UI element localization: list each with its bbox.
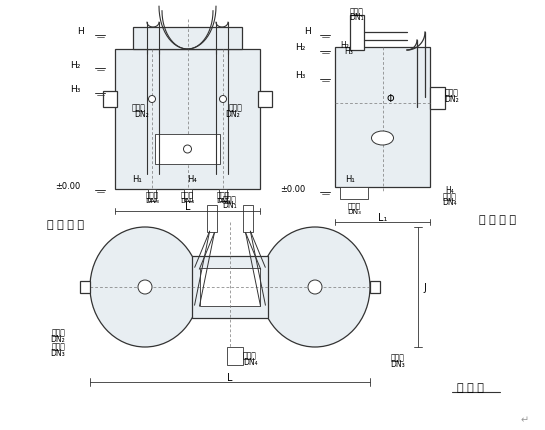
Bar [133, 28, 242, 50]
Text: H₄: H₄ [446, 186, 455, 195]
Text: 排水管: 排水管 [443, 192, 457, 201]
Text: DN₂: DN₂ [50, 335, 65, 344]
Circle shape [184, 146, 191, 154]
Text: 进水管: 进水管 [223, 195, 237, 204]
Text: DN₃: DN₃ [216, 197, 230, 203]
Bar [243, 206, 253, 233]
Bar [340, 187, 368, 200]
Text: 侧 立 面 图: 侧 立 面 图 [479, 215, 516, 224]
Bar [258, 92, 272, 108]
Text: H: H [77, 28, 83, 37]
Text: H₂: H₂ [70, 60, 80, 69]
Circle shape [308, 280, 322, 294]
Text: 放空管: 放空管 [146, 191, 159, 198]
Circle shape [148, 96, 155, 103]
Text: 放空管: 放空管 [348, 202, 361, 209]
Text: DN₄: DN₄ [243, 358, 258, 367]
Text: J: J [423, 283, 426, 292]
Text: DN₁: DN₁ [350, 13, 364, 22]
Text: DN₂: DN₂ [445, 95, 459, 104]
Ellipse shape [260, 227, 370, 347]
Text: L₁: L₁ [378, 212, 387, 222]
Text: 放空管: 放空管 [51, 342, 65, 351]
Bar [207, 206, 217, 233]
Circle shape [138, 280, 152, 294]
Circle shape [220, 96, 227, 103]
Text: 排水管: 排水管 [243, 351, 257, 359]
Bar [155, 135, 220, 165]
Text: 进水管: 进水管 [350, 7, 364, 16]
Text: 正 立 面 图: 正 立 面 图 [46, 219, 83, 230]
Text: H: H [304, 28, 310, 37]
Bar [335, 48, 430, 187]
Text: DN₄: DN₄ [180, 197, 195, 203]
Text: 平 面 图: 平 面 图 [457, 382, 483, 392]
Text: 出水管: 出水管 [132, 103, 146, 112]
Text: Φ: Φ [387, 94, 395, 104]
Text: H₃: H₃ [295, 71, 305, 80]
Text: DN₁: DN₁ [223, 201, 237, 210]
Bar [200, 269, 260, 306]
Text: DN₃: DN₃ [391, 359, 405, 369]
Text: DN₂: DN₂ [135, 110, 149, 119]
Text: ±0.00: ±0.00 [56, 182, 81, 191]
Text: 排水管: 排水管 [181, 191, 194, 198]
Text: 放空管: 放空管 [216, 191, 229, 198]
Bar [350, 16, 364, 51]
Bar [192, 256, 268, 319]
Bar [80, 281, 90, 293]
Text: DN₃: DN₃ [145, 197, 159, 203]
Bar [184, 190, 191, 202]
Bar [115, 50, 260, 190]
Text: 出水管: 出水管 [51, 328, 65, 337]
Text: DN₃: DN₃ [347, 209, 361, 215]
Text: H₃: H₃ [70, 85, 80, 94]
Text: 出水管: 出水管 [445, 88, 459, 97]
Text: H₁: H₁ [132, 175, 142, 184]
Bar [219, 190, 227, 202]
Text: H₃: H₃ [344, 47, 354, 56]
Text: ↵: ↵ [521, 414, 529, 424]
Bar [103, 92, 117, 108]
Bar [370, 281, 380, 293]
Text: L: L [185, 202, 190, 212]
Bar [430, 88, 445, 110]
Text: DN₄: DN₄ [443, 198, 457, 207]
Ellipse shape [372, 132, 393, 146]
Text: DN₃: DN₃ [50, 349, 65, 358]
Text: 放空管: 放空管 [391, 353, 405, 362]
Text: H₂: H₂ [341, 41, 349, 50]
Bar [148, 190, 156, 202]
Text: L: L [227, 372, 233, 382]
Text: H₂: H₂ [295, 43, 305, 52]
Text: ±0.00: ±0.00 [280, 185, 306, 194]
Text: DN₂: DN₂ [226, 110, 240, 119]
Text: H₄: H₄ [187, 175, 197, 184]
Text: H₁: H₁ [345, 175, 355, 184]
Bar [227, 347, 243, 365]
Ellipse shape [90, 227, 200, 347]
Text: 出水管: 出水管 [229, 103, 243, 112]
